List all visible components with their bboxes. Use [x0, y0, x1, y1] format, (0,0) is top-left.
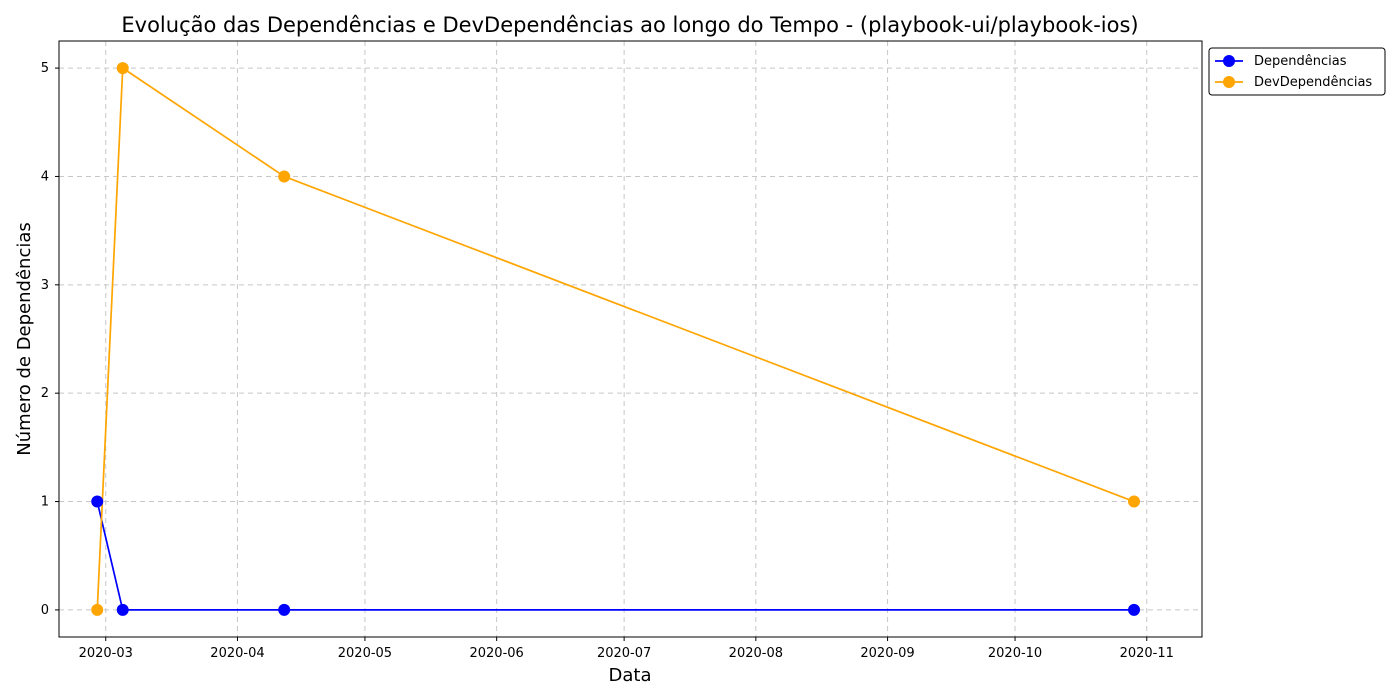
y-tick-label: 2 — [41, 386, 49, 401]
tick-layer: 2020-03 2020-04 2020-05 2020-06 2020-07 2020-… — [41, 61, 1174, 661]
x-tick-label: 2020-06 — [469, 646, 523, 661]
x-tick-label: 2020-11 — [1120, 646, 1174, 661]
legend-box — [1208, 47, 1386, 96]
plot-frame — [58, 40, 1203, 638]
x-tick-label: 2020-09 — [860, 646, 914, 661]
legend-marker-0 — [1223, 55, 1235, 67]
y-tick-label: 3 — [41, 278, 49, 293]
series-0-point-0 — [91, 495, 104, 508]
legend-label-1: DevDependências — [1254, 75, 1372, 90]
grid-layer — [59, 41, 1202, 637]
series-1-point-2 — [278, 170, 291, 183]
x-tick-label: 2020-05 — [338, 646, 392, 661]
x-tick-label: 2020-08 — [729, 646, 783, 661]
y-axis-title: Número de Dependências — [14, 222, 35, 456]
legend-label-0: Dependências — [1254, 54, 1347, 69]
chart-title: Evolução das Dependências e DevDependênc… — [121, 13, 1138, 37]
series-layer — [91, 62, 1141, 616]
x-tick-label: 2020-10 — [988, 646, 1042, 661]
series-0-point-2 — [278, 603, 291, 616]
x-tick-label: 2020-07 — [597, 646, 651, 661]
legend: Dependências DevDependências — [1208, 47, 1386, 96]
series-line-1 — [96, 67, 1135, 611]
x-axis-title: Data — [609, 665, 652, 686]
series-0-point-3 — [1128, 603, 1141, 616]
x-tick-label: 2020-03 — [79, 646, 133, 661]
series-1-point-3 — [1128, 495, 1141, 508]
y-tick-label: 1 — [41, 495, 49, 510]
y-tick-label: 5 — [41, 61, 49, 76]
series-line-0 — [96, 500, 1135, 611]
y-tick-label: 4 — [41, 169, 49, 184]
series-1-point-1 — [116, 62, 129, 75]
y-tick-label: 0 — [41, 603, 49, 618]
series-1-point-0 — [91, 603, 104, 616]
series-0-point-1 — [116, 603, 129, 616]
legend-marker-1 — [1223, 76, 1235, 88]
x-tick-label: 2020-04 — [210, 646, 264, 661]
